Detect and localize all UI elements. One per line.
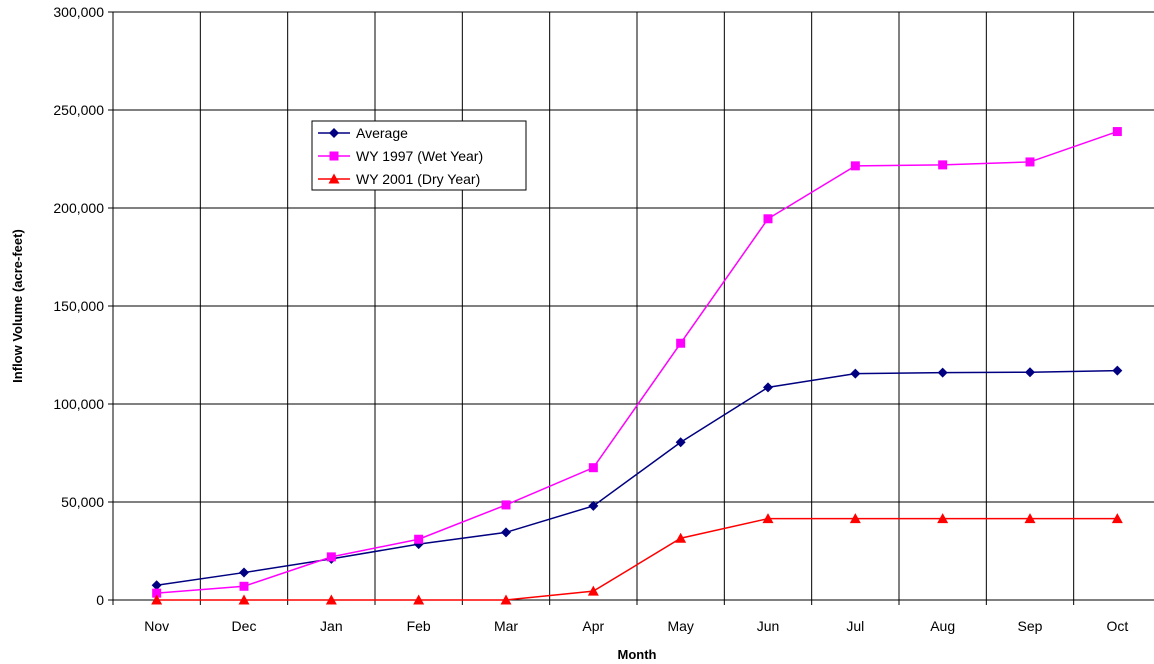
data-point <box>675 437 686 448</box>
x-tick-label: Aug <box>930 618 955 634</box>
data-point <box>501 500 511 510</box>
y-tick-label: 50,000 <box>61 494 104 510</box>
data-point <box>414 534 424 544</box>
x-tick-label: Mar <box>494 618 518 634</box>
data-point <box>937 367 948 378</box>
data-point <box>763 214 773 224</box>
y-axis-title: Inflow Volume (acre-feet) <box>10 229 25 383</box>
legend-label: Average <box>356 125 408 141</box>
data-point <box>151 594 163 605</box>
series-triangle <box>151 513 1123 605</box>
data-point <box>587 585 599 596</box>
x-tick-label: Jun <box>757 618 780 634</box>
data-point <box>763 382 773 393</box>
legend: Average WY 1997 (Wet Year) WY 2001 (Dry Ye… <box>311 120 527 191</box>
x-tick-label: May <box>667 618 693 634</box>
data-point <box>1024 513 1036 524</box>
data-point <box>152 588 162 598</box>
data-point <box>1025 157 1035 167</box>
y-tick-label: 300,000 <box>53 4 104 20</box>
legend-marker <box>329 151 339 161</box>
data-point <box>1111 513 1123 524</box>
data-point <box>500 594 512 605</box>
data-point <box>239 581 249 591</box>
legend-marker <box>328 173 340 184</box>
data-point <box>675 532 687 543</box>
data-point <box>676 338 686 348</box>
data-point <box>238 594 250 605</box>
tick-labels: 0 50,000 100,000 150,000 200,000 250,000 300,0… <box>53 4 1128 634</box>
legend-label: WY 1997 (Wet Year) <box>356 148 483 164</box>
legend-marker <box>329 128 339 138</box>
data-point <box>1112 365 1123 376</box>
data-point <box>501 527 511 538</box>
series-line <box>156 130 1118 594</box>
series-line <box>156 517 1118 601</box>
x-tick-label: Nov <box>144 618 169 634</box>
data-point <box>850 368 861 379</box>
data-point <box>325 594 337 605</box>
data-point <box>849 513 861 524</box>
x-tick-label: Feb <box>407 618 431 634</box>
x-tick-label: Oct <box>1106 618 1128 634</box>
x-tick-label: Apr <box>582 618 604 634</box>
data-point <box>326 552 336 562</box>
data-point <box>762 513 774 524</box>
legend-label: WY 2001 (Dry Year) <box>356 171 480 187</box>
y-tick-label: 150,000 <box>53 298 104 314</box>
data-point <box>239 567 249 578</box>
y-tick-label: 100,000 <box>53 396 104 412</box>
data-point <box>151 580 162 591</box>
data-point <box>588 500 599 511</box>
x-axis-title: Month <box>618 647 657 662</box>
data-point <box>937 513 949 524</box>
data-point <box>1025 367 1035 378</box>
data-point <box>938 160 948 170</box>
y-tick-label: 0 <box>96 592 104 608</box>
plot-border <box>112 11 1154 601</box>
x-tick-label: Jan <box>320 618 343 634</box>
x-tick-label: Jul <box>846 618 864 634</box>
x-tick-label: Sep <box>1018 618 1043 634</box>
data-point <box>413 594 425 605</box>
data-point <box>588 463 598 473</box>
series-layer <box>151 127 1123 605</box>
axes <box>108 11 1154 605</box>
data-point <box>1112 127 1122 137</box>
y-tick-label: 250,000 <box>53 102 104 118</box>
series-square <box>152 127 1122 598</box>
data-point <box>850 161 860 171</box>
y-tick-label: 200,000 <box>53 200 104 216</box>
x-tick-label: Dec <box>232 618 257 634</box>
